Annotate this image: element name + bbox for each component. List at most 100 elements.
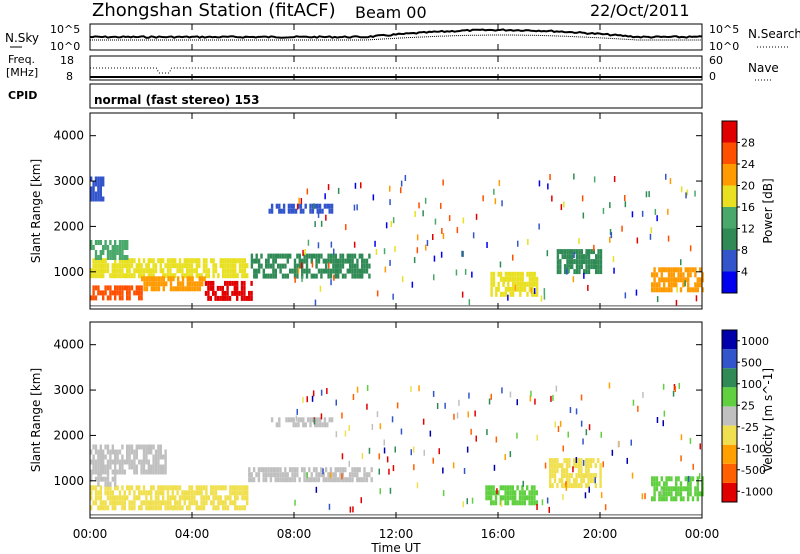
heatmap-cell [193,258,196,264]
heatmap-cell [291,477,294,483]
heatmap-cell [563,249,567,255]
heatmap-cell [573,259,576,265]
heatmap-cell [272,472,275,478]
heatmap-cell [138,290,141,296]
heatmap-cell [595,254,598,260]
heatmap-cell [159,268,162,274]
heatmap-cell [269,477,273,483]
heatmap-cell [212,290,215,296]
heatmap-cell [466,498,468,505]
heatmap-cell [556,468,559,474]
heatmap-cell [90,295,93,301]
noise-search-label: N.Search [748,27,800,41]
heatmap-cell [133,459,136,465]
heatmap-cell [599,254,603,260]
heatmap-cell [660,277,663,283]
heatmap-cell [116,500,119,506]
heatmap-cell [240,290,244,296]
heatmap-cell [315,253,318,259]
heatmap-cell [272,263,275,269]
heatmap-cell [190,495,194,501]
heatmap-cell [589,458,593,464]
heatmap-cell [121,273,124,279]
heatmap-cell [270,417,274,423]
heatmap-cell [114,476,117,482]
heatmap-cell [214,290,217,296]
heatmap-cell [680,455,682,462]
heatmap-cell [135,290,138,296]
heatmap-cell [334,472,337,478]
heatmap-cell [344,467,347,473]
heatmap-cell [198,263,201,269]
heatmap-cell [561,249,564,255]
heatmap-cell [154,459,158,465]
heatmap-cell [114,471,117,477]
heatmap-cell [580,468,583,474]
heatmap-cell [304,203,307,209]
heatmap-cell [679,277,683,283]
heatmap-cell [325,268,328,274]
heatmap-cell [99,176,102,182]
heatmap-cell [154,268,158,274]
heatmap-cell [142,268,146,274]
heatmap-cell [368,263,371,269]
heatmap-cell [97,505,100,511]
heatmap-cell [351,268,354,274]
heatmap-cell [176,500,179,506]
heatmap-cell [282,203,286,209]
heatmap-cell [520,284,522,291]
heatmap-cell [118,263,122,269]
heatmap-cell [97,263,100,269]
heatmap-cell [375,248,378,255]
heatmap-cell [190,263,194,269]
heatmap-cell [97,273,100,279]
heatmap-cell [90,490,93,496]
heatmap-cell [313,203,315,210]
heatmap-cell [376,290,379,297]
heatmap-cell [226,263,230,269]
x-tick-label: 00:00 [73,527,108,541]
heatmap-cell [104,505,107,511]
time-axis: 00:00 04:00 08:00 12:00 16:00 20:00 00:00 [73,24,719,541]
heatmap-cell [150,485,153,491]
heatmap-cell [502,485,505,491]
heatmap-cell [169,500,172,506]
heatmap-cell [116,263,119,269]
heatmap-cell [677,277,680,283]
heatmap-cell [123,255,126,260]
heatmap-cell [311,203,315,209]
heatmap-cell [241,273,244,279]
heatmap-cell [667,235,670,242]
heatmap-cell [109,255,112,260]
colorbar-swatch [722,228,737,250]
heatmap-cell [389,185,391,192]
heatmap-cell [255,472,258,478]
heatmap-cell [246,263,249,269]
heatmap-cell [663,491,666,497]
heatmap-cell [205,490,208,496]
heatmap-cell [499,271,503,277]
heatmap-cell [414,211,416,217]
colorbar-tick-label: -1000 [741,485,773,498]
heatmap-cell [302,417,305,423]
heatmap-cell [226,280,229,286]
heatmap-cell [521,286,524,292]
heatmap-cell [684,277,687,283]
heatmap-cell [458,399,460,406]
heatmap-cell [349,258,352,264]
heatmap-cell [229,258,232,264]
heatmap-cell [92,464,95,470]
heatmap-cell [174,500,177,506]
heatmap-cell [126,273,129,279]
colorbar-swatch [722,406,737,426]
heatmap-cell [102,268,105,274]
heatmap-cell [286,273,289,279]
heatmap-cell [152,464,155,470]
heatmap-cell [97,258,100,264]
heatmap-cell [565,468,569,474]
heatmap-cell [109,273,112,279]
heatmap-cell [171,490,174,496]
heatmap-cell [231,500,234,506]
heatmap-cell [128,285,131,291]
heatmap-cell [330,417,334,423]
